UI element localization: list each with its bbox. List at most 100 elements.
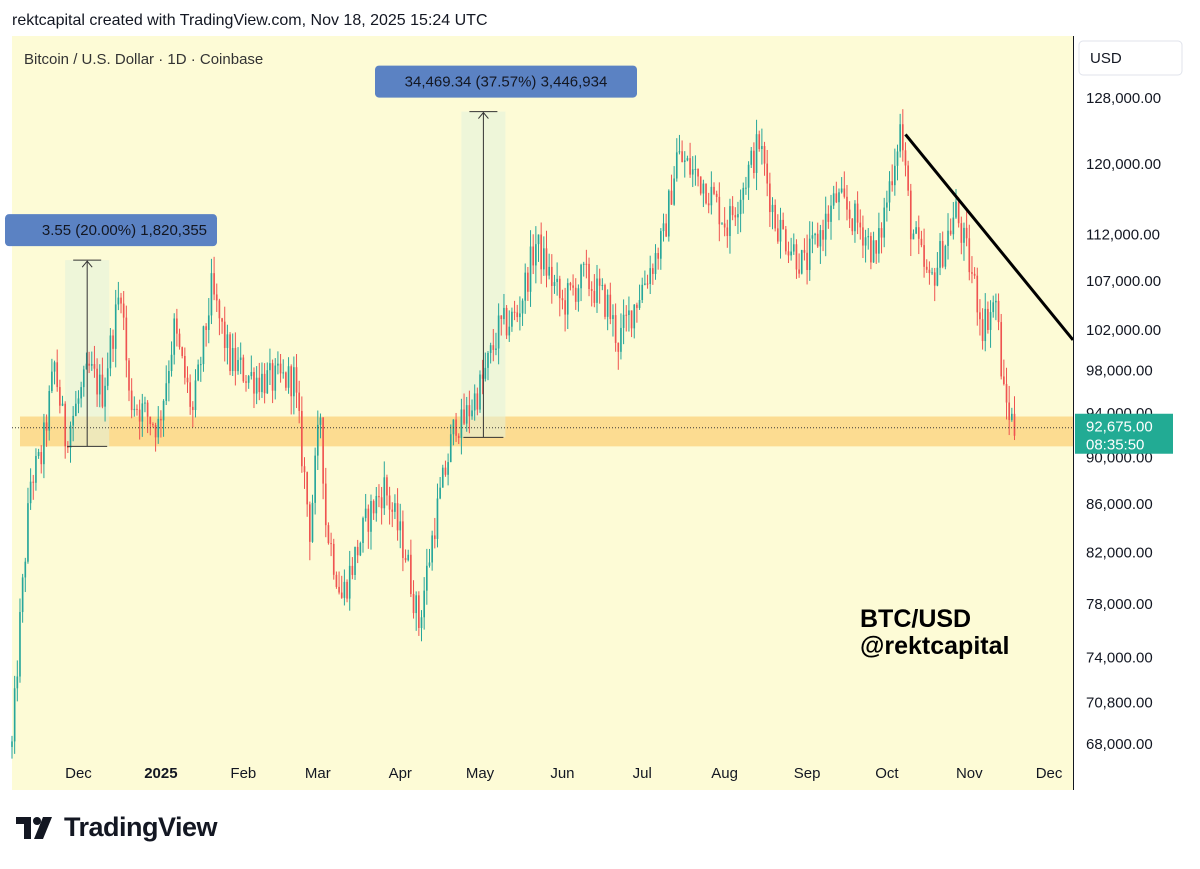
candle-body bbox=[293, 367, 295, 397]
candle bbox=[883, 197, 886, 248]
candle-body bbox=[540, 234, 542, 270]
candle-body bbox=[362, 518, 364, 544]
candle bbox=[955, 189, 957, 219]
candle-body bbox=[529, 246, 532, 292]
candle-body bbox=[242, 357, 245, 382]
candle-body bbox=[963, 227, 965, 243]
candle bbox=[473, 384, 476, 421]
candle-body bbox=[992, 302, 995, 313]
candle bbox=[981, 308, 984, 350]
candle-body bbox=[949, 230, 952, 235]
candle-body bbox=[77, 398, 80, 404]
candle-body bbox=[588, 263, 590, 290]
candle-body bbox=[997, 300, 1000, 323]
candle-body bbox=[558, 278, 561, 299]
y-tick-label: 102,000.00 bbox=[1086, 322, 1161, 339]
candle bbox=[899, 113, 901, 158]
candle bbox=[758, 130, 761, 152]
candle bbox=[98, 364, 101, 408]
candle-body bbox=[601, 285, 604, 287]
candle bbox=[356, 539, 359, 564]
candle-body bbox=[160, 418, 162, 421]
candle bbox=[1000, 313, 1003, 380]
measurement-arrow bbox=[81, 260, 93, 268]
candle bbox=[822, 219, 824, 252]
candle bbox=[418, 591, 420, 636]
candle bbox=[168, 360, 170, 402]
candle-body bbox=[314, 455, 316, 503]
candle bbox=[622, 299, 625, 345]
candle bbox=[638, 284, 641, 310]
candle bbox=[114, 289, 117, 368]
candle-body bbox=[511, 311, 513, 327]
candle bbox=[580, 263, 582, 302]
candle bbox=[553, 274, 556, 294]
candle bbox=[987, 301, 989, 334]
candle bbox=[729, 198, 731, 254]
candle bbox=[85, 352, 88, 370]
candle bbox=[832, 185, 835, 210]
candle bbox=[380, 486, 383, 525]
candle-body bbox=[1003, 376, 1005, 385]
candle bbox=[963, 222, 965, 261]
candle-body bbox=[1011, 413, 1013, 421]
candle bbox=[960, 216, 963, 255]
candle bbox=[971, 256, 973, 284]
candle-body bbox=[737, 214, 739, 218]
candle bbox=[293, 356, 295, 415]
candle-body bbox=[888, 181, 891, 203]
candle bbox=[223, 306, 226, 362]
candle-body bbox=[106, 368, 109, 386]
candle-body bbox=[859, 222, 862, 228]
candle-body bbox=[766, 163, 769, 184]
candle bbox=[896, 144, 899, 181]
candle bbox=[665, 213, 667, 238]
candle bbox=[279, 353, 282, 383]
measurement-tool: 3.55 (20.00%) 1,820,355 bbox=[5, 214, 217, 447]
candle-body bbox=[665, 223, 667, 237]
candle bbox=[588, 257, 590, 297]
candle bbox=[338, 571, 340, 595]
candle bbox=[808, 221, 811, 281]
candle bbox=[731, 196, 734, 221]
candle bbox=[271, 359, 274, 404]
candle bbox=[309, 501, 311, 561]
y-tick-label: 128,000.00 bbox=[1086, 90, 1161, 107]
candle-body bbox=[705, 183, 707, 204]
candle bbox=[612, 304, 614, 337]
currency-selector[interactable]: USD bbox=[1078, 40, 1183, 76]
candle bbox=[673, 166, 675, 206]
candle bbox=[800, 249, 803, 275]
candle bbox=[798, 253, 800, 278]
candle-body bbox=[628, 310, 630, 316]
candle bbox=[670, 174, 673, 205]
candle bbox=[909, 183, 912, 257]
candle bbox=[894, 148, 896, 196]
candle bbox=[386, 474, 388, 506]
candle bbox=[383, 461, 386, 515]
x-tick-label: Jul bbox=[633, 765, 652, 782]
candle bbox=[519, 296, 521, 331]
candle-body bbox=[351, 565, 354, 575]
tradingview-logo[interactable]: TradingView bbox=[16, 812, 218, 843]
candle bbox=[11, 735, 13, 759]
candle-body bbox=[444, 467, 447, 475]
candle-body bbox=[646, 283, 649, 285]
candle bbox=[593, 274, 596, 308]
candle bbox=[130, 378, 133, 419]
candle bbox=[229, 332, 231, 376]
candle bbox=[992, 295, 995, 318]
candle bbox=[186, 366, 189, 394]
candle bbox=[484, 352, 487, 382]
candle bbox=[316, 410, 319, 470]
candle-body bbox=[80, 387, 82, 399]
candle-body bbox=[675, 152, 678, 179]
candle-body bbox=[186, 377, 189, 383]
candle bbox=[1005, 367, 1008, 420]
candle bbox=[681, 140, 683, 163]
candle bbox=[718, 182, 721, 242]
candle-body bbox=[745, 187, 747, 189]
candle-body bbox=[989, 312, 992, 330]
x-tick-label: Nov bbox=[956, 765, 983, 782]
